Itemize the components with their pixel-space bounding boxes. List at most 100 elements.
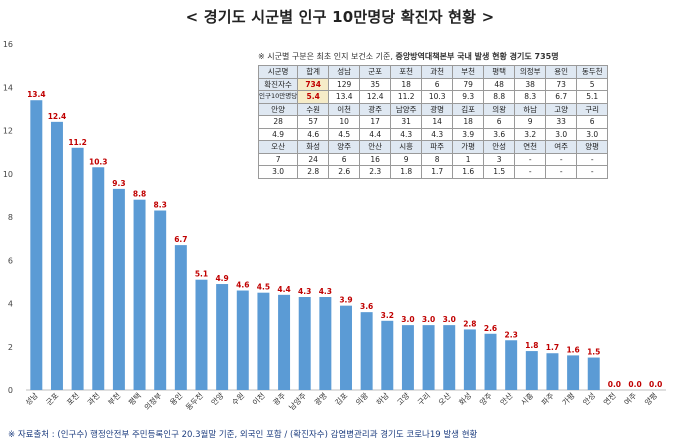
table-cell: 부천 [452,65,485,79]
table-cell: 4.4 [359,127,392,141]
bar-value-label: 4.3 [298,287,311,296]
bar [278,294,291,390]
table-cell: 24 [297,152,330,166]
table-cell: 3.2 [514,127,547,141]
table-cell: 확진자수 [257,77,299,91]
table-cell: 18 [390,77,423,91]
table-cell: 안성 [483,140,516,154]
table-cell: 3 [483,152,516,166]
table-cell: 고양 [545,102,578,116]
x-category-label: 양평 [642,390,659,407]
chart-title: < 경기도 시군별 인구 10만명당 확진자 현황 > [185,8,495,26]
bar [340,305,352,390]
table-note: ※ 시군별 구분은 최초 인지 보건소 기준, 중앙방역대책본부 국내 발생 현… [258,51,559,62]
table-cell: - [514,152,547,166]
table-cell: 이천 [328,102,361,116]
table-cell: - [576,152,609,166]
bar-value-label: 2.3 [505,330,518,339]
x-category-label: 과천 [85,390,102,407]
table-cell: 4.6 [297,127,330,141]
table-cell: 8.8 [483,90,516,104]
x-category-label: 파주 [540,391,556,407]
table-cell: 6 [328,152,361,166]
bar [422,325,435,390]
table-cell: 성남 [328,65,361,79]
bar [236,290,249,390]
table-cell: 31 [390,115,423,129]
table-cell: 과천 [421,65,454,79]
bar-value-label: 11.2 [68,138,87,147]
table-cell: 129 [328,77,361,91]
table-cell: - [514,165,547,179]
bar [216,284,229,390]
bar [112,188,125,390]
bar [133,199,146,390]
y-tick-label: 16 [3,40,13,49]
table-cell: - [545,165,578,179]
table-cell: 가평 [452,140,485,154]
table-cell: 8.3 [514,90,547,104]
x-category-label: 시흥 [518,390,535,407]
x-category-label: 광명 [312,390,329,407]
bar-value-label: 4.5 [257,283,270,292]
bar-value-label: 2.8 [463,319,476,328]
source-note: ※ 자료출처 : (인구수) 행정안전부 주민등록인구 20.3월말 기준, 외… [8,430,478,440]
table-cell: 2.6 [328,165,361,179]
bar-value-label: 5.1 [195,270,208,279]
table-cell: 5 [576,77,609,91]
bar-value-label: 6.7 [174,235,187,244]
x-category-label: 하남 [374,390,391,407]
bar [546,353,559,390]
x-category-label: 평택 [126,390,143,407]
bar-value-label: 13.4 [27,90,46,99]
table-cell: 10.3 [421,90,454,104]
bar-value-label: 2.6 [484,324,497,333]
table-cell: 14 [421,115,454,129]
table-cell: 28 [257,115,299,129]
bar-value-label: 1.5 [587,348,600,357]
x-category-label: 부천 [105,390,122,407]
bar-value-label: 4.3 [319,287,332,296]
table-cell: 8 [421,152,454,166]
x-category-label: 성남 [24,391,40,407]
table-cell: 수원 [297,102,330,116]
table-cell: 안양 [257,102,299,116]
table-cell: 3.9 [452,127,485,141]
y-tick-label: 4 [8,300,13,309]
bar-value-label: 4.9 [215,274,228,283]
table-note-text: ※ 시군별 구분은 최초 인지 보건소 기준, [258,52,396,61]
bar-value-label: 8.3 [154,201,167,210]
bar [319,297,332,390]
table-cell: 시흥 [390,140,423,154]
table-cell: 16 [359,152,392,166]
bar-value-label: 3.2 [381,311,394,320]
x-category-label: 화성 [457,391,473,407]
table-cell: 4.3 [390,127,423,141]
table-cell: 6 [421,77,454,91]
table-cell: 2.3 [359,165,392,179]
table-cell: 9.3 [452,90,485,104]
table-cell: 57 [297,115,330,129]
table-cell: 10 [328,115,361,129]
table-cell: 5.4 [297,90,330,104]
table-cell: 11.2 [390,90,423,104]
bar [50,121,63,390]
y-tick-label: 14 [3,83,13,92]
x-category-label: 안양 [209,390,226,407]
y-tick-label: 6 [8,256,13,265]
table-row: 시군명 합계 성남 군포 포천 과천 부천 평택 의정부 용인 동두천 [257,65,609,79]
table-cell: 하남 [514,102,547,116]
bar-value-label: 1.8 [525,341,538,350]
table-cell: 3.6 [483,127,516,141]
x-category-label: 용인 [167,390,184,407]
x-category-label: 고양 [395,391,411,407]
table-cell: 군포 [359,65,392,79]
table-cell: 1.6 [452,165,485,179]
table-cell: 연천 [514,140,547,154]
table-cell: 7 [257,152,299,166]
table-cell: 양평 [576,140,609,154]
table-cell: 1.8 [390,165,423,179]
bar-value-label: 9.3 [112,179,125,188]
bar [587,357,600,390]
bar-value-label: 0.0 [628,380,641,389]
